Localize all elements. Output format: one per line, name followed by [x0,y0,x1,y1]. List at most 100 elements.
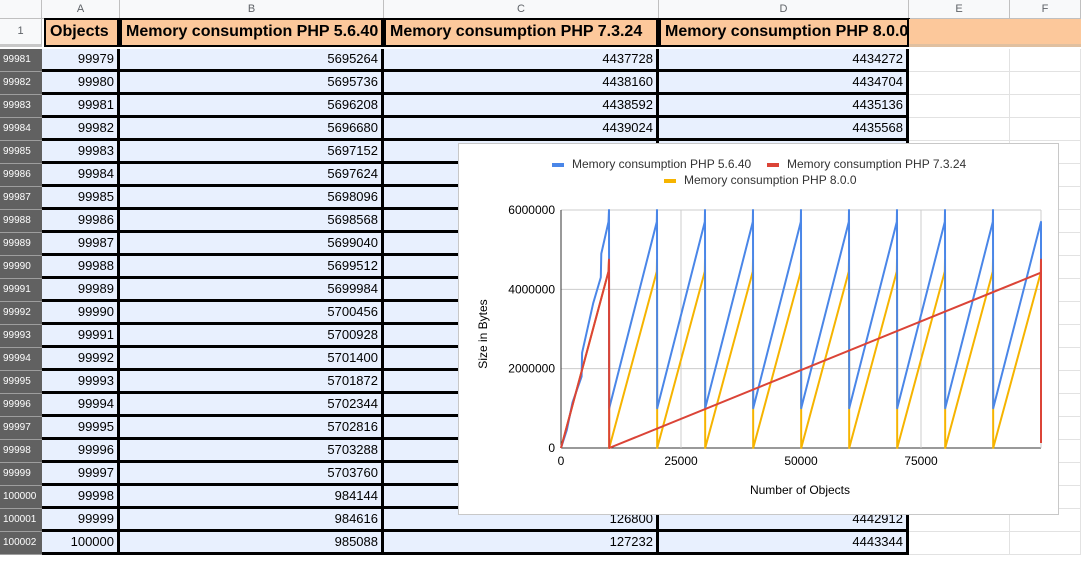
data-cell[interactable]: 985088 [120,532,384,555]
row-header[interactable]: 100000 [0,486,42,509]
row-header[interactable]: 99993 [0,325,42,348]
data-cell[interactable]: 5696680 [120,118,384,141]
data-cell[interactable]: 99980 [42,72,120,95]
data-cell[interactable]: 5698568 [120,210,384,233]
data-cell[interactable]: 99992 [42,348,120,371]
column-header-c[interactable]: C [384,0,659,19]
data-cell[interactable]: 5695736 [120,72,384,95]
empty-cell[interactable] [909,49,1010,72]
column-header-a[interactable]: A [42,0,120,19]
data-cell[interactable]: 5702344 [120,394,384,417]
row-header[interactable]: 99986 [0,164,42,187]
empty-cell[interactable] [1010,532,1081,555]
data-cell[interactable]: 99988 [42,256,120,279]
data-cell[interactable]: 5700456 [120,302,384,325]
row-header[interactable]: 99989 [0,233,42,256]
header-cell-objects[interactable]: Objects [44,18,120,47]
data-cell[interactable]: 99983 [42,141,120,164]
empty-cell[interactable] [1010,72,1081,95]
data-cell[interactable]: 5699040 [120,233,384,256]
data-cell[interactable]: 99998 [42,486,120,509]
column-header-e[interactable]: E [909,0,1010,19]
data-cell[interactable]: 99979 [42,49,120,72]
data-cell[interactable]: 4438592 [384,95,659,118]
row-header[interactable]: 99982 [0,72,42,95]
row-header[interactable]: 99987 [0,187,42,210]
data-cell[interactable]: 984616 [120,509,384,532]
column-header-f[interactable]: F [1010,0,1081,19]
data-cell[interactable]: 4434704 [659,72,909,95]
row-header[interactable]: 99997 [0,417,42,440]
data-cell[interactable]: 5698096 [120,187,384,210]
row-header[interactable]: 100002 [0,532,42,555]
data-cell[interactable]: 99984 [42,164,120,187]
data-cell[interactable]: 99997 [42,463,120,486]
empty-cell[interactable] [909,509,1010,532]
data-cell[interactable]: 5701872 [120,371,384,394]
row-header-1[interactable]: 1 [0,19,42,47]
data-cell[interactable]: 99991 [42,325,120,348]
select-all-corner[interactable] [0,0,42,19]
empty-cell[interactable] [909,95,1010,118]
row-header[interactable]: 99990 [0,256,42,279]
row-header[interactable]: 100001 [0,509,42,532]
data-cell[interactable]: 984144 [120,486,384,509]
row-header[interactable]: 99981 [0,49,42,72]
header-cell-e[interactable] [909,19,1081,47]
row-header[interactable]: 99996 [0,394,42,417]
data-cell[interactable]: 5696208 [120,95,384,118]
empty-cell[interactable] [909,532,1010,555]
data-cell[interactable]: 4435568 [659,118,909,141]
data-cell[interactable]: 99990 [42,302,120,325]
data-cell[interactable]: 4439024 [384,118,659,141]
data-cell[interactable]: 5701400 [120,348,384,371]
empty-cell[interactable] [909,72,1010,95]
line-chart[interactable]: 0 2000000 4000000 6000000 0 25000 50000 75000 Nu… [458,143,1059,515]
data-cell[interactable]: 5697624 [120,164,384,187]
data-cell[interactable]: 99982 [42,118,120,141]
row-header[interactable]: 99983 [0,95,42,118]
row-header[interactable]: 99995 [0,371,42,394]
data-cell[interactable]: 4438160 [384,72,659,95]
data-cell[interactable]: 4434272 [659,49,909,72]
data-cell[interactable]: 127232 [384,532,659,555]
data-cell[interactable]: 99995 [42,417,120,440]
data-cell[interactable]: 4437728 [384,49,659,72]
empty-cell[interactable] [909,118,1010,141]
row-header[interactable]: 99994 [0,348,42,371]
empty-cell[interactable] [1010,49,1081,72]
row-header[interactable]: 99998 [0,440,42,463]
data-cell[interactable]: 99993 [42,371,120,394]
header-cell-php80[interactable]: Memory consumption PHP 8.0.0 [659,18,910,47]
row-header[interactable]: 99991 [0,279,42,302]
data-cell[interactable]: 99981 [42,95,120,118]
row-header[interactable]: 99985 [0,141,42,164]
data-cell[interactable]: 5702816 [120,417,384,440]
data-cell[interactable]: 99985 [42,187,120,210]
data-cell[interactable]: 99994 [42,394,120,417]
data-cell[interactable]: 99987 [42,233,120,256]
data-cell[interactable]: 99986 [42,210,120,233]
data-cell[interactable]: 5699512 [120,256,384,279]
row-header[interactable]: 99999 [0,463,42,486]
column-header-b[interactable]: B [120,0,384,19]
header-cell-php73[interactable]: Memory consumption PHP 7.3.24 [384,18,659,47]
data-cell[interactable]: 100000 [42,532,120,555]
data-cell[interactable]: 5697152 [120,141,384,164]
data-cell[interactable]: 5703288 [120,440,384,463]
data-cell[interactable]: 99996 [42,440,120,463]
row-header[interactable]: 99992 [0,302,42,325]
row-header[interactable]: 99988 [0,210,42,233]
header-cell-php56[interactable]: Memory consumption PHP 5.6.40 [120,18,384,47]
data-cell[interactable]: 4435136 [659,95,909,118]
empty-cell[interactable] [1010,118,1081,141]
data-cell[interactable]: 5700928 [120,325,384,348]
data-cell[interactable]: 5699984 [120,279,384,302]
data-cell[interactable]: 5695264 [120,49,384,72]
column-header-d[interactable]: D [659,0,909,19]
data-cell[interactable]: 5703760 [120,463,384,486]
data-cell[interactable]: 4443344 [659,532,909,555]
empty-cell[interactable] [1010,95,1081,118]
row-header[interactable]: 99984 [0,118,42,141]
data-cell[interactable]: 99989 [42,279,120,302]
